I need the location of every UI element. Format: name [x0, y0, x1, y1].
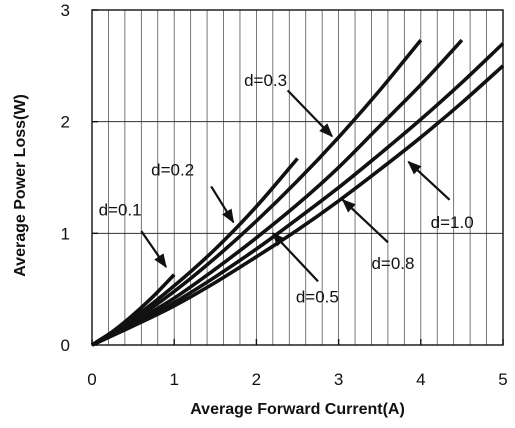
curve-label: d=0.1: [99, 200, 142, 219]
curve-label-arrow: [140, 230, 167, 268]
series-line-d-0-3: [91, 38, 423, 347]
series-line-d-1-0: [91, 64, 505, 347]
curve-label-arrow: [271, 232, 319, 283]
y-tick-label: 1: [61, 224, 70, 243]
curve-label: d=0.2: [151, 160, 194, 179]
curve-label: d=0.8: [371, 254, 414, 273]
series-line-d-0-8: [91, 42, 505, 347]
series-line-d-0-5: [91, 38, 464, 347]
y-axis-title: Average Power Loss(W): [12, 94, 29, 277]
x-axis-title: Average Forward Current(A): [190, 401, 405, 418]
curve-label-arrow: [341, 198, 389, 244]
y-tick-label: 0: [61, 336, 70, 355]
x-tick-label: 2: [252, 370, 261, 389]
x-tick-label: 4: [416, 370, 425, 389]
curve-label: d=0.5: [296, 288, 339, 307]
y-tick-label: 3: [61, 1, 70, 20]
curve-label: d=0.3: [244, 71, 287, 90]
curve-label-arrow: [407, 160, 451, 201]
x-tick-label: 0: [87, 370, 96, 389]
x-tick-label: 3: [334, 370, 343, 389]
curve-label: d=1.0: [431, 213, 474, 232]
curve-label-arrow: [286, 89, 333, 138]
x-tick-label: 5: [498, 370, 507, 389]
grid-layer: [92, 10, 503, 345]
curve-layer: [91, 38, 505, 347]
annotation-layer: d=0.1 d=0.2 d=0.3 d=0.5 d=0.8 d=1.0: [99, 71, 474, 307]
x-tick-label: 1: [169, 370, 178, 389]
y-tick-label: 2: [61, 113, 70, 132]
tick-layer: 0 1 2 3 4 5 0 1 2 3: [61, 1, 508, 389]
curve-label-arrow: [210, 185, 235, 224]
plot-frame: [91, 9, 504, 346]
